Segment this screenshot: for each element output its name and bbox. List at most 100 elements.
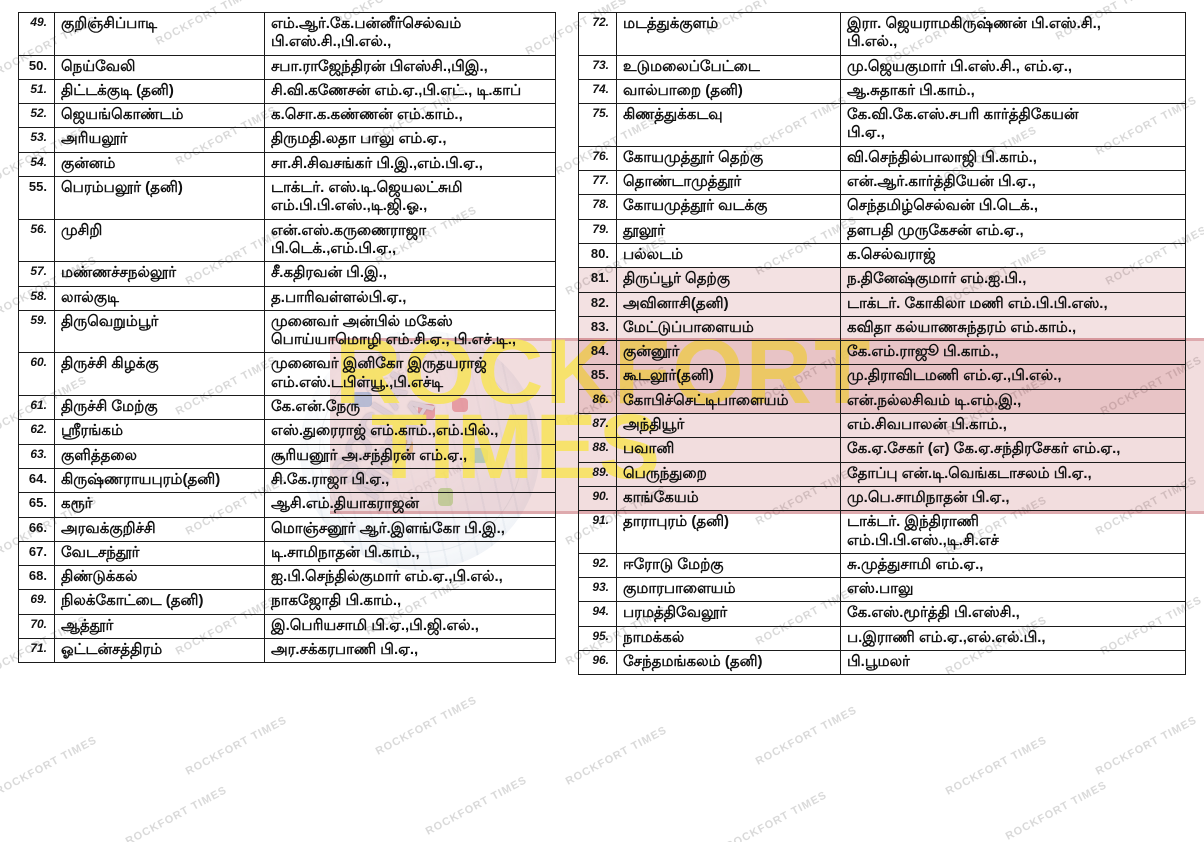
table-row: 69. நிலக்கோட்டை (தனி) நாகஜோதி பி.காம்., — [18, 589, 556, 615]
candidate-name-cell: த.பாரிவள்ளல்பி.ஏ., — [264, 285, 556, 311]
candidate-line-1: இ.பெரியசாமி பி.ஏ.,பி.ஜி.எல்., — [271, 616, 479, 634]
candidate-name-cell: இரா. ஜெயராமகிருஷ்ணன் பி.எஸ்.சி., பி.எல்., — [840, 12, 1186, 56]
constituency-name-cell: திட்டக்குடி (தனி) — [54, 78, 265, 105]
candidate-line-1: பி.பூமலர் — [847, 653, 910, 671]
candidate-name-cell: நாகஜோதி பி.காம்., — [264, 589, 556, 615]
candidate-line-1: சீ.கதிரவன் பி.இ., — [271, 264, 387, 282]
constituency-name-cell: பரமத்திவேலூர் — [616, 601, 841, 627]
constituency-name-cell: ஜெயங்கொண்டம் — [54, 103, 265, 129]
constituency-name-cell: பெருந்துறை — [616, 461, 841, 487]
table-row: 89. பெருந்துறை தோப்பு என்.டி.வெங்கடாசலம் ப… — [578, 461, 1186, 487]
candidate-name-cell: முனைவர் இனிகோ இருதயராஜ் எம்.எஸ்.டபிள்யூ.,… — [264, 352, 556, 397]
candidate-line-1: மு.ஜெயகுமார் பி.எஸ்.சி., எம்.ஏ., — [847, 57, 1073, 75]
row-serial-number: 71. — [18, 638, 55, 664]
candidate-line-1: மு.திராவிடமணி எம்.ஏ.,பி.எல்., — [847, 367, 1062, 385]
candidate-name-cell: சூரியனூர் அ.சந்திரன் எம்.ஏ., — [264, 443, 556, 469]
constituency-name-cell: குமாரபாளையம் — [616, 577, 841, 603]
table-row: 77. தொண்டாமுத்தூர் என்.ஆர்.கார்த்தியேன் பி… — [578, 170, 1186, 196]
candidate-name-cell: க.சொ.க.கண்ணன் எம்.காம்., — [264, 103, 556, 129]
candidate-name-cell: சி.கே.ராஜா பி.ஏ., — [264, 467, 556, 494]
table-row: 56. முசிறி என்.எஸ்.கருணைராஜா பி.டெக்.,எம்.ப… — [18, 218, 556, 263]
row-serial-number: 95. — [578, 625, 617, 652]
table-row: 87. அந்தியூர் எம்.சிவபாலன் பி.காம்., — [578, 413, 1186, 439]
candidate-line-1: சு.முத்துசாமி எம்.ஏ., — [847, 555, 984, 573]
table-row: 91. தாராபுரம் (தனி) டாக்டர். இந்திராணி எம்.… — [578, 510, 1186, 554]
candidate-line-1: த.பாரிவள்ளல்பி.ஏ., — [271, 288, 407, 306]
candidate-line-2: பொய்யாமொழி எம்.சி.ஏ., பி.எச்.டி., — [271, 331, 517, 349]
candidate-name-cell: சீ.கதிரவன் பி.இ., — [264, 261, 556, 287]
row-serial-number: 75. — [578, 103, 617, 147]
candidate-name-cell: கே.எம்.ராஜூ பி.காம்., — [840, 340, 1186, 366]
candidate-name-cell: க.செல்வராஜ் — [840, 242, 1186, 269]
candidate-line-1: முனைவர் இனிகோ இருதயராஜ் — [271, 355, 487, 373]
table-row: 62. ஸ்ரீரங்கம் எஸ்.துரைராஜ் எம்.காம்.,எம்.… — [18, 419, 556, 445]
constituency-name-cell: நெய்வேலி — [54, 54, 265, 80]
table-row: 78. கோயமுத்தூர் வடக்கு செந்தமிழ்செல்வன் பி… — [578, 194, 1186, 220]
candidate-name-cell: ஆ.சுதாகர் பி.காம்., — [840, 78, 1186, 105]
constituency-name-cell: கரூர் — [54, 492, 265, 518]
candidate-name-cell: மொஞ்சனூர் ஆர்.இளங்கோ பி.இ., — [264, 516, 556, 542]
row-serial-number: 61. — [18, 395, 55, 421]
watermark-text: ROCKFORT TIMES — [1003, 779, 1110, 842]
table-row: 76. கோயமுத்தூர் தெற்கு வி.செந்தில்பாலாஜி ப… — [578, 145, 1186, 172]
table-row: 52. ஜெயங்கொண்டம் க.சொ.க.கண்ணன் எம்.காம்., — [18, 103, 556, 129]
candidate-name-cell: வி.செந்தில்பாலாஜி பி.காம்., — [840, 145, 1186, 172]
constituency-name-cell: கோயமுத்தூர் வடக்கு — [616, 194, 841, 220]
table-row: 74. வால்பாறை (தனி) ஆ.சுதாகர் பி.காம்., — [578, 78, 1186, 105]
right-candidate-table: 72. மடத்துக்குளம் இரா. ஜெயராமகிருஷ்ணன் பி.… — [578, 12, 1186, 676]
candidate-line-2: எம்.பி.பி.எஸ்.,டி.சி.எச் — [847, 531, 999, 549]
row-serial-number: 54. — [18, 151, 55, 178]
table-row: 75. கிணத்துக்கடவு கே.வி.கே.எஸ்.சபரி கார்த்… — [578, 103, 1186, 147]
constituency-name-cell: ஓட்டன்சத்திரம் — [54, 638, 265, 664]
candidate-name-cell: மு.திராவிடமணி எம்.ஏ.,பி.எல்., — [840, 364, 1186, 390]
candidate-line-1: எஸ்.பாலு — [847, 580, 914, 598]
candidate-name-cell: ந.தினேஷ்குமார் எம்.ஐ.பி., — [840, 267, 1186, 293]
constituency-name-cell: கோயமுத்தூர் தெற்கு — [616, 145, 841, 172]
constituency-name-cell: அரியலூர் — [54, 127, 265, 153]
table-row: 64. கிருஷ்ணராயபுரம்(தனி) சி.கே.ராஜா பி.ஏ., — [18, 467, 556, 494]
row-serial-number: 87. — [578, 413, 617, 439]
candidate-name-cell: என்.எஸ்.கருணைராஜா பி.டெக்.,எம்.பி.ஏ., — [264, 218, 556, 263]
candidate-line-2: எம்.எஸ்.டபிள்யூ.,பி.எச்டி — [271, 373, 444, 391]
candidate-line-1: தோப்பு என்.டி.வெங்கடாசலம் பி.ஏ., — [847, 464, 1092, 482]
row-serial-number: 73. — [578, 54, 617, 80]
constituency-name-cell: பெரம்பலூர் (தனி) — [54, 176, 265, 220]
candidate-line-1: வி.செந்தில்பாலாஜி பி.காம்., — [847, 148, 1037, 166]
candidate-name-cell: டாக்டர். இந்திராணி எம்.பி.பி.எஸ்.,டி.சி.எ… — [840, 510, 1186, 554]
watermark-text: ROCKFORT TIMES — [183, 714, 290, 778]
constituency-name-cell: திண்டுக்கல் — [54, 565, 265, 591]
constituency-name-cell: கூடலூர்(தனி) — [616, 364, 841, 390]
table-row: 81. திருப்பூர் தெற்கு ந.தினேஷ்குமார் எம்.ஐ… — [578, 267, 1186, 293]
watermark-text: ROCKFORT TIMES — [753, 704, 860, 768]
candidate-line-2: பி.டெக்.,எம்.பி.ஏ., — [271, 239, 397, 257]
table-row: 66. அரவக்குறிச்சி மொஞ்சனூர் ஆர்.இளங்கோ பி.… — [18, 516, 556, 542]
candidate-line-1: கே.எம்.ராஜூ பி.காம்., — [847, 343, 999, 361]
constituency-name-cell: காங்கேயம் — [616, 485, 841, 512]
constituency-name-cell: நாமக்கல் — [616, 625, 841, 652]
constituency-name-cell: தொண்டாமுத்தூர் — [616, 170, 841, 196]
constituency-name-cell: தாராபுரம் (தனி) — [616, 510, 841, 554]
constituency-name-cell: சேந்தமங்கலம் (தனி) — [616, 650, 841, 676]
candidate-name-cell: சி.வி.கணேசன் எம்.ஏ.,பி.எட்., டி.காப் — [264, 78, 556, 105]
table-row: 61. திருச்சி மேற்கு கே.என்.நேரு — [18, 395, 556, 421]
row-serial-number: 78. — [578, 194, 617, 220]
candidate-line-1: கே.ஏ.சேகர் (எ) கே.ஏ.சந்திரசேகர் எம்.ஏ., — [847, 440, 1121, 458]
candidate-name-cell: முனைவர் அன்பில் மகேஸ் பொய்யாமொழி எம்.சி.ஏ… — [264, 309, 556, 354]
constituency-name-cell: மண்ணச்சநல்லூர் — [54, 261, 265, 287]
candidate-line-1: ஆசி.எம்.தியாகராஜன் — [271, 495, 420, 513]
constituency-name-cell: குன்னூர் — [616, 340, 841, 366]
row-serial-number: 64. — [18, 467, 55, 494]
constituency-name-cell: திருவெறும்பூர் — [54, 309, 265, 354]
row-serial-number: 92. — [578, 552, 617, 579]
table-row: 82. அவினாசி(தனி) டாக்டர். கோகிலா மணி எம்.ப… — [578, 291, 1186, 317]
table-row: 71. ஓட்டன்சத்திரம் அர.சக்கரபாணி பி.ஏ., — [18, 638, 556, 664]
row-serial-number: 79. — [578, 218, 617, 244]
candidate-line-1: டி.சாமிநாதன் பி.காம்., — [271, 543, 420, 561]
candidate-name-cell: கே.என்.நேரு — [264, 395, 556, 421]
row-serial-number: 65. — [18, 492, 55, 518]
constituency-name-cell: தூலூர் — [616, 218, 841, 244]
candidate-line-1: ஆ.சுதாகர் பி.காம்., — [847, 81, 975, 99]
candidate-line-1: கே.வி.கே.எஸ்.சபரி கார்த்திகேயன் — [847, 106, 1079, 124]
constituency-name-cell: குன்னம் — [54, 151, 265, 178]
candidate-line-1: திருமதி.லதா பாலு எம்.ஏ., — [271, 130, 447, 148]
